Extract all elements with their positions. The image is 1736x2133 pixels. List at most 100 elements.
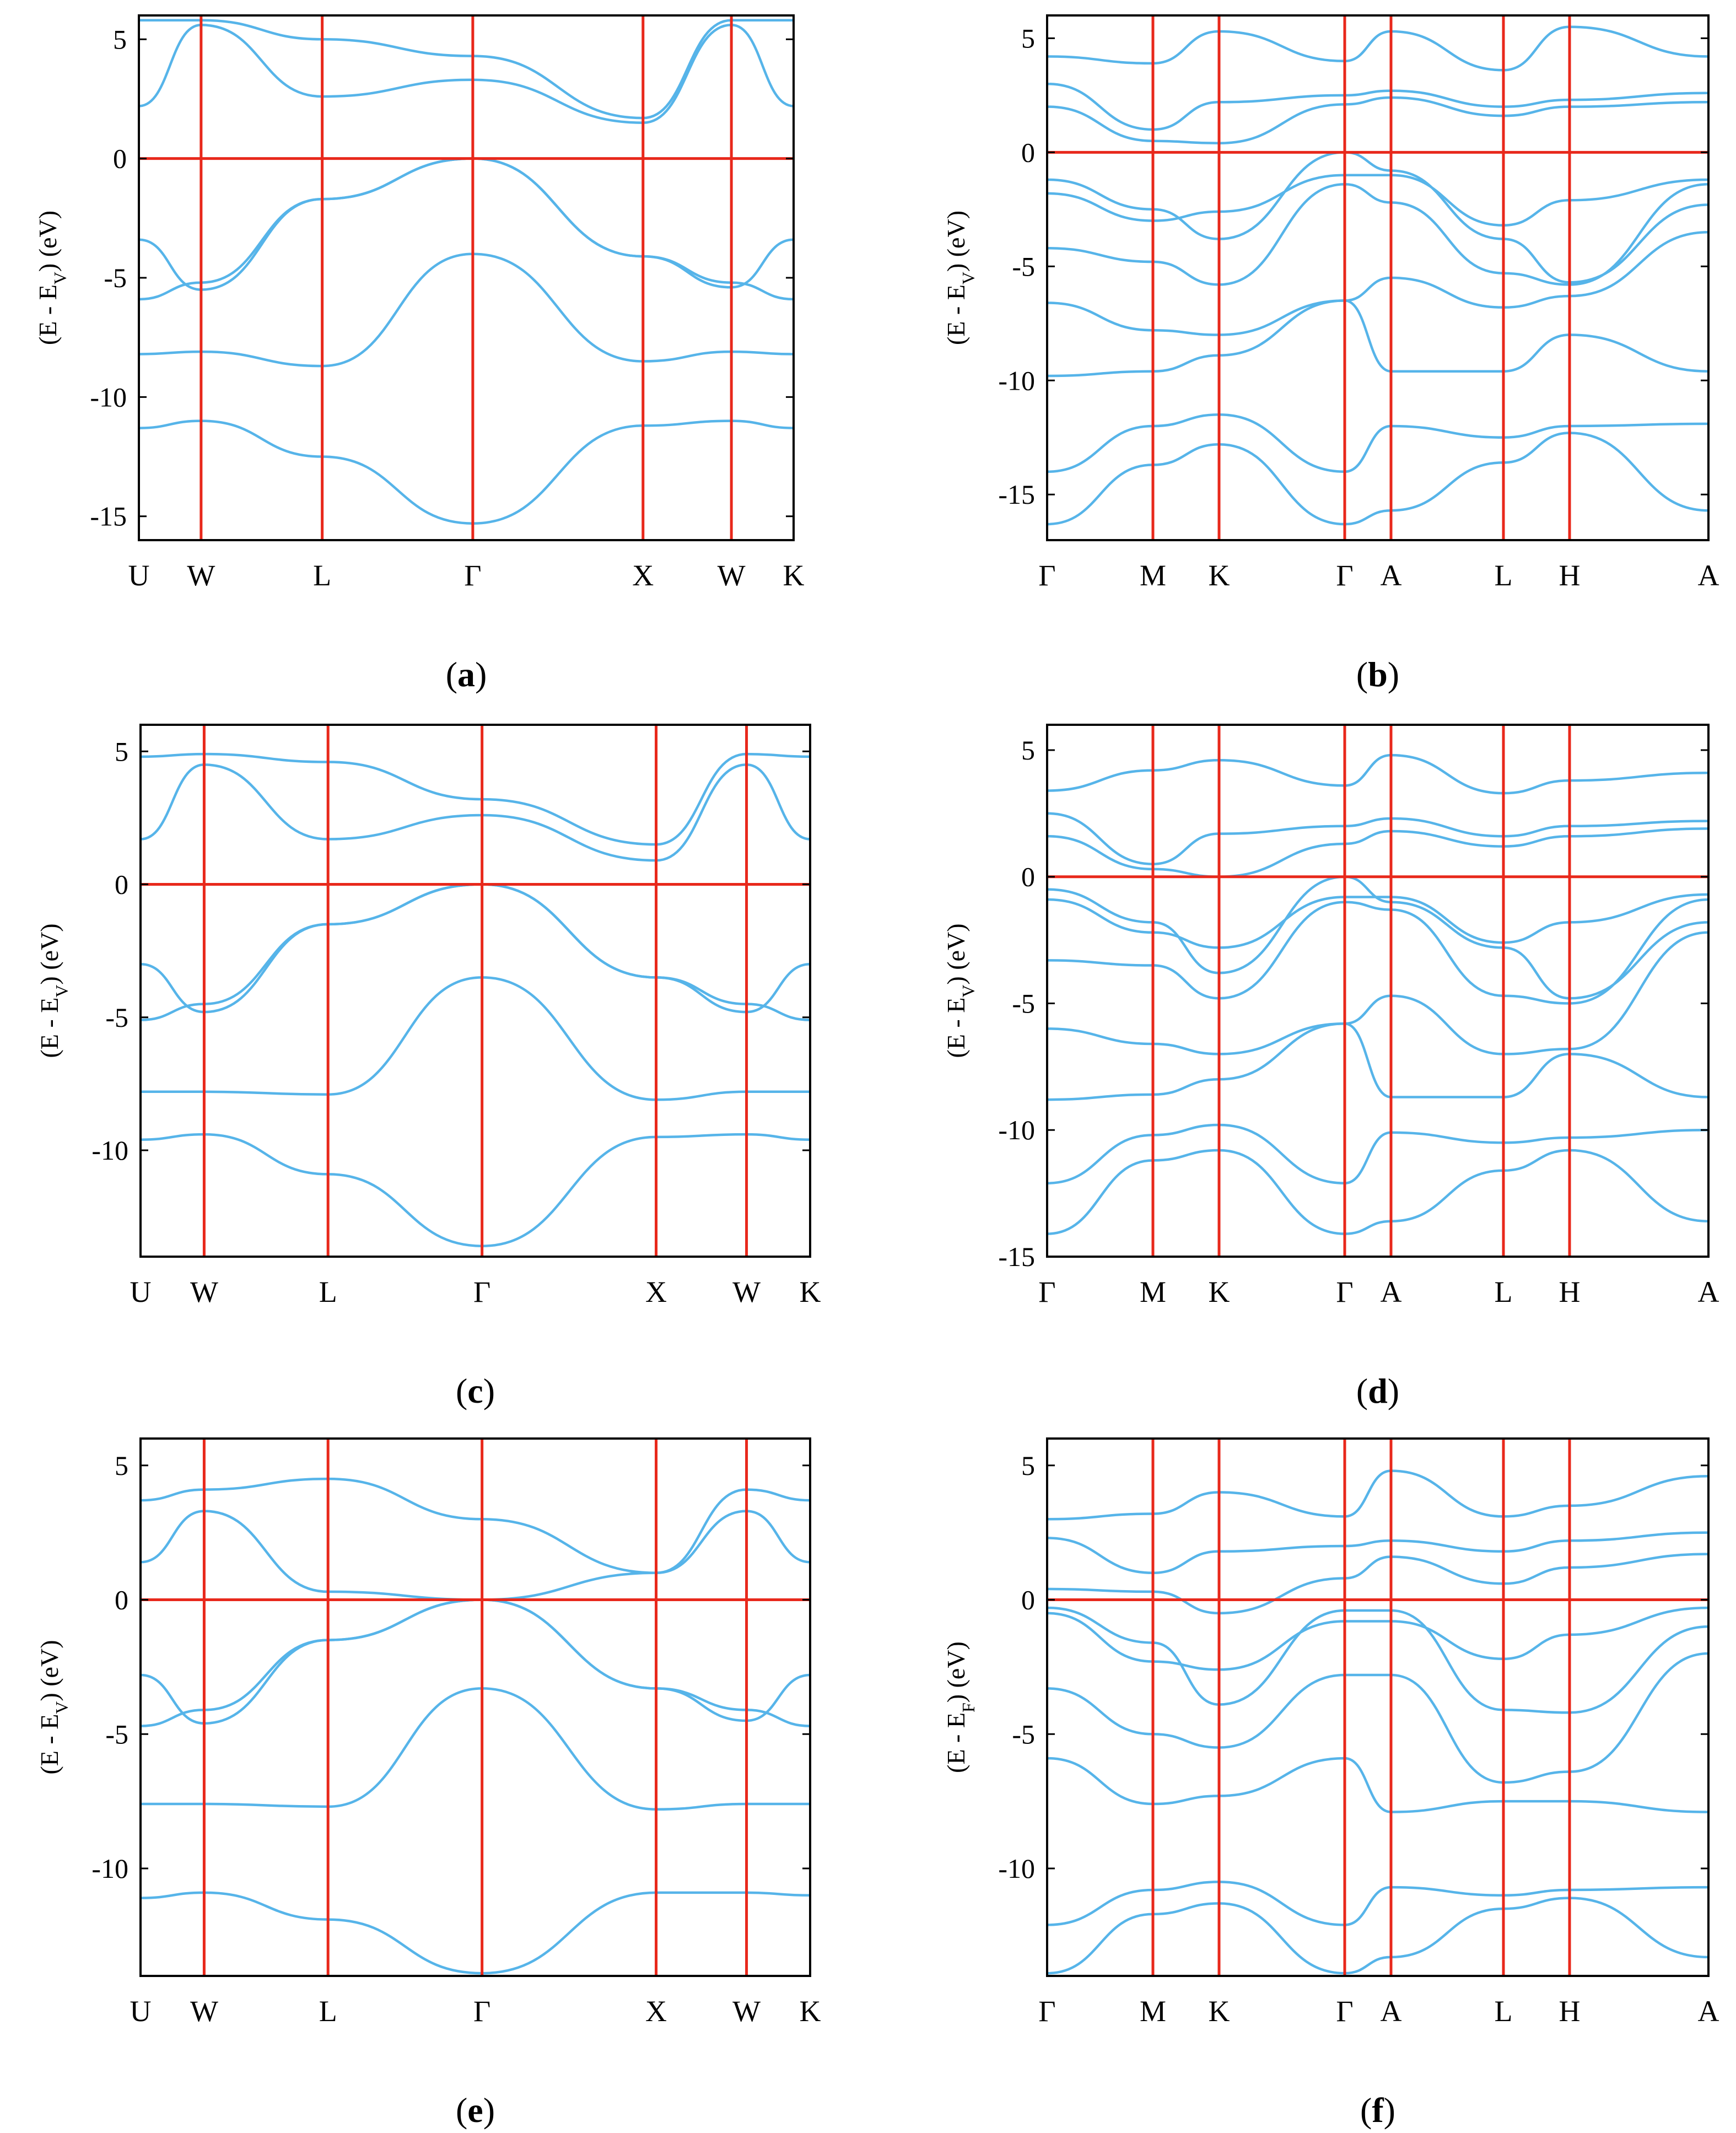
ytick-label: -10 <box>90 381 127 412</box>
band-line-1 <box>141 1891 810 1975</box>
band-line-9 <box>1047 812 1708 865</box>
kpoint-label: W <box>718 559 746 592</box>
kpoint-label: Γ <box>1336 1275 1353 1308</box>
kpoint-label: X <box>632 559 654 592</box>
y-axis-label: (E - EV) (eV) <box>34 211 70 345</box>
kpoint-label: L <box>1495 1275 1513 1308</box>
ytick-label: 0 <box>115 869 128 900</box>
plot-frame <box>1046 1437 1710 1977</box>
plot-frame <box>139 724 811 1258</box>
panel-e: 5 0 -5 -10 U W L Γ X W K (E - EV) (eV) (e) <box>35 1437 821 2130</box>
bands <box>1047 1469 1708 1975</box>
kpoint-label: W <box>732 1275 761 1308</box>
bands <box>1047 753 1708 1235</box>
band-line-3 <box>1047 1022 1708 1101</box>
band-line-7 <box>1047 1553 1708 1615</box>
band-line-2 <box>1047 1881 1708 1926</box>
ytick-label: 5 <box>113 24 127 55</box>
y-axis-label: (E - EV) (eV) <box>35 1640 72 1774</box>
band-line-5 <box>141 1510 810 1601</box>
band-line-5 <box>141 763 810 862</box>
ytick-label: 5 <box>115 736 128 767</box>
kpoint-label: W <box>190 1275 218 1308</box>
bands <box>141 1477 810 1975</box>
band-line-1 <box>1047 1897 1708 1975</box>
ytick-label: 0 <box>1021 137 1035 168</box>
band-line-4 <box>1047 1652 1708 1784</box>
band-line-10 <box>1047 753 1708 795</box>
kpoint-label: W <box>190 1995 218 2028</box>
ytick-label: -5 <box>1012 1719 1035 1749</box>
kpoint-label: L <box>319 1995 337 2028</box>
ytick-label: -10 <box>998 1114 1035 1145</box>
y-axis-label: (E - EV) (eV) <box>35 923 72 1058</box>
band-line-6 <box>139 19 794 120</box>
kpoint-label: H <box>1559 1275 1581 1308</box>
kpoint-label: L <box>1495 559 1513 592</box>
kpoint-label: U <box>128 559 150 592</box>
band-line-8 <box>1047 96 1708 145</box>
kpoint-label: L <box>319 1275 337 1308</box>
band-line-9 <box>1047 1469 1708 1521</box>
ytick-label: -10 <box>998 365 1035 396</box>
kpoint-label: K <box>783 559 805 592</box>
kpoint-label: A <box>1698 1275 1719 1308</box>
plot-frame <box>1046 14 1710 541</box>
band-line-6 <box>141 1477 810 1575</box>
kpoint-label: A <box>1698 559 1719 592</box>
band-line-5 <box>1047 898 1708 1005</box>
kpoint-label: Γ <box>464 559 481 592</box>
ytick-label: -5 <box>105 1719 128 1749</box>
kpoint-label: M <box>1140 559 1166 592</box>
band-line-3 <box>141 1598 810 1727</box>
ytick-label: -10 <box>91 1135 128 1166</box>
kpoint-label: L <box>313 559 331 592</box>
bands <box>141 752 810 1247</box>
ytick-label: 5 <box>1021 1450 1035 1481</box>
kpoint-label: X <box>645 1995 667 2028</box>
band-line-6 <box>1047 1606 1708 1671</box>
kpoint-label: A <box>1381 559 1402 592</box>
panel-caption: (e) <box>456 2091 495 2130</box>
kpoint-label: K <box>1209 1275 1230 1308</box>
bands <box>1047 25 1708 526</box>
y-axis-label: (E - EV) (eV) <box>942 923 978 1058</box>
kpoint-label: A <box>1381 1275 1402 1308</box>
ytick-label: 5 <box>1021 23 1035 53</box>
band-line-7 <box>1047 875 1708 1000</box>
panel-caption: (c) <box>456 1371 495 1410</box>
ytick-label: 5 <box>115 1450 128 1481</box>
kpoint-label: L <box>1495 1995 1513 2028</box>
kpoint-label: M <box>1140 1275 1166 1308</box>
kpoint-label: K <box>1209 1995 1230 2028</box>
kpoint-label: K <box>1209 559 1230 592</box>
band-line-5 <box>1047 183 1708 286</box>
kpoint-label: W <box>187 559 215 592</box>
kpoint-label: U <box>130 1995 152 2028</box>
kpoint-label: M <box>1140 1995 1166 2028</box>
panel-c: 5 0 -5 -10 U W L Γ X W K (E - EV) (eV) (c) <box>35 724 821 1410</box>
band-line-4 <box>1047 230 1708 336</box>
kpoint-label: Γ <box>1336 1995 1353 2028</box>
band-line-10 <box>1047 25 1708 72</box>
y-axis-label: (E - EV) (eV) <box>942 211 978 345</box>
ytick-label: 0 <box>115 1585 128 1615</box>
band-line-4 <box>1047 931 1708 1055</box>
ytick-label: 0 <box>1021 861 1035 892</box>
panel-f: 50-5-10Γ M K Γ A L H A(E - EF) (eV)(f) <box>942 1437 1719 2130</box>
y-axis-label: (E - EF) (eV) <box>942 1641 978 1773</box>
band-line-8 <box>1047 1531 1708 1575</box>
band-line-2 <box>1047 1123 1708 1184</box>
band-line-5 <box>139 24 794 124</box>
kpoint-label: X <box>645 1275 667 1308</box>
band-line-6 <box>141 752 810 846</box>
band-line-1 <box>1047 1149 1708 1235</box>
kpoint-label: A <box>1381 1995 1402 2028</box>
ytick-label: 5 <box>1021 735 1035 766</box>
band-line-1 <box>141 1133 810 1247</box>
ytick-label: -10 <box>91 1853 128 1884</box>
kpoint-label: U <box>130 1275 152 1308</box>
kpoint-label: Γ <box>473 1995 490 2028</box>
kpoint-label: Γ <box>473 1275 490 1308</box>
